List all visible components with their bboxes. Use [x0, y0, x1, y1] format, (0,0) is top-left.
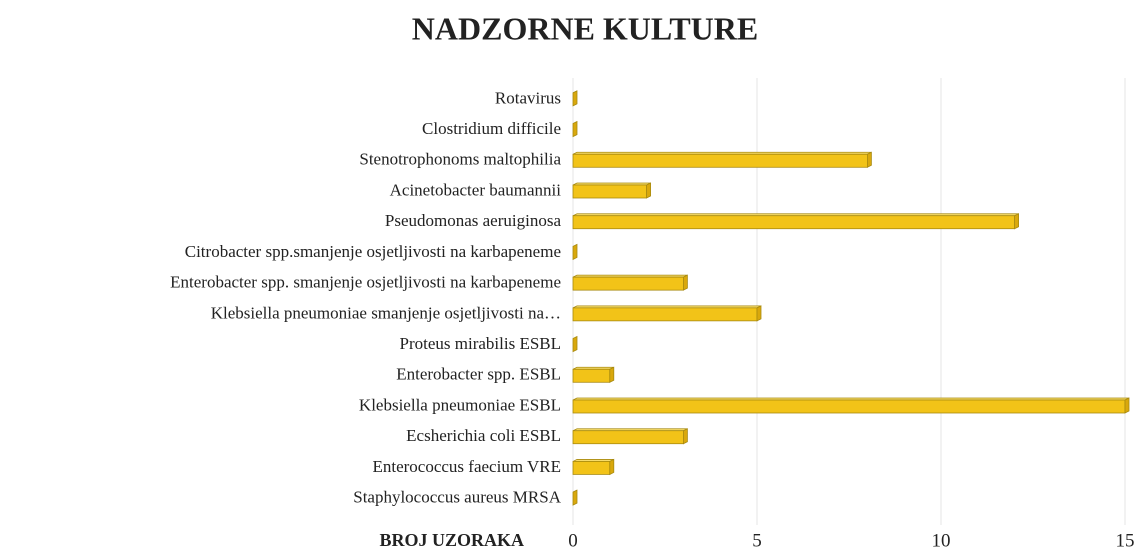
bar	[572, 274, 688, 291]
bar-face	[572, 153, 868, 168]
bar-side	[572, 489, 578, 506]
bar	[572, 243, 578, 261]
bar	[572, 397, 1130, 414]
y-tick-label: Enterobacter spp. smanjenje osjetljivost…	[170, 273, 561, 292]
bar-side	[1124, 397, 1130, 414]
bar-side	[572, 120, 578, 138]
y-tick-label: Rotavirus	[495, 88, 561, 107]
y-tick-label: Stenotrophonoms maltophilia	[359, 150, 561, 169]
y-tick-label: Klebsiella pneumoniae ESBL	[359, 395, 561, 414]
y-tick-label: Proteus mirabilis ESBL	[400, 334, 562, 353]
bar	[572, 428, 688, 445]
bar	[572, 335, 578, 353]
x-tick-label: 5	[752, 530, 762, 551]
bar-face	[572, 368, 611, 383]
bar	[572, 458, 615, 476]
y-tick-label: Enterococcus faecium VRE	[372, 457, 561, 476]
y-tick-label: Staphylococcus aureus MRSA	[353, 488, 561, 507]
x-tick-label: 10	[932, 530, 951, 551]
bar	[572, 151, 872, 168]
x-axis-label: BROJ UZORAKA	[379, 530, 524, 550]
y-tick-label: Citrobacter spp.smanjenje osjetljivosti …	[185, 242, 561, 261]
bar-side	[683, 428, 688, 445]
bar	[572, 213, 1019, 230]
y-tick-label: Clostridium difficile	[422, 119, 561, 138]
bar-side	[756, 305, 762, 322]
y-tick-label: Pseudomonas aeruiginosa	[385, 211, 562, 230]
bar-side	[572, 335, 578, 353]
x-tick-label: 0	[568, 530, 578, 551]
bar-side	[572, 243, 578, 261]
bar	[572, 90, 578, 107]
bar-face	[572, 461, 611, 475]
chart-title: NADZORNE KULTURE	[412, 10, 758, 46]
bar-face	[572, 307, 758, 322]
bar-side	[646, 182, 651, 199]
bar-face	[572, 430, 684, 445]
bar	[572, 489, 578, 506]
bar-face	[572, 276, 684, 291]
bar-side	[683, 274, 688, 291]
bar	[572, 120, 578, 138]
y-tick-label: Acinetobacter baumannii	[390, 180, 562, 199]
y-tick-label: Enterobacter spp. ESBL	[396, 365, 561, 384]
bar	[572, 366, 615, 383]
y-tick-label: Klebsiella pneumoniae smanjenje osjetlji…	[211, 303, 561, 322]
bar-face	[572, 184, 647, 199]
x-tick-label: 15	[1116, 530, 1135, 551]
bar-side	[572, 90, 578, 107]
bar-side	[867, 151, 872, 168]
bar-side	[1014, 213, 1019, 230]
y-tick-label: Ecsherichia coli ESBL	[406, 426, 561, 445]
bar	[572, 305, 762, 322]
bar-face	[572, 399, 1126, 414]
bar	[572, 182, 651, 199]
bar-side	[609, 366, 615, 383]
bar-face	[572, 215, 1016, 230]
bar-side	[609, 458, 615, 476]
